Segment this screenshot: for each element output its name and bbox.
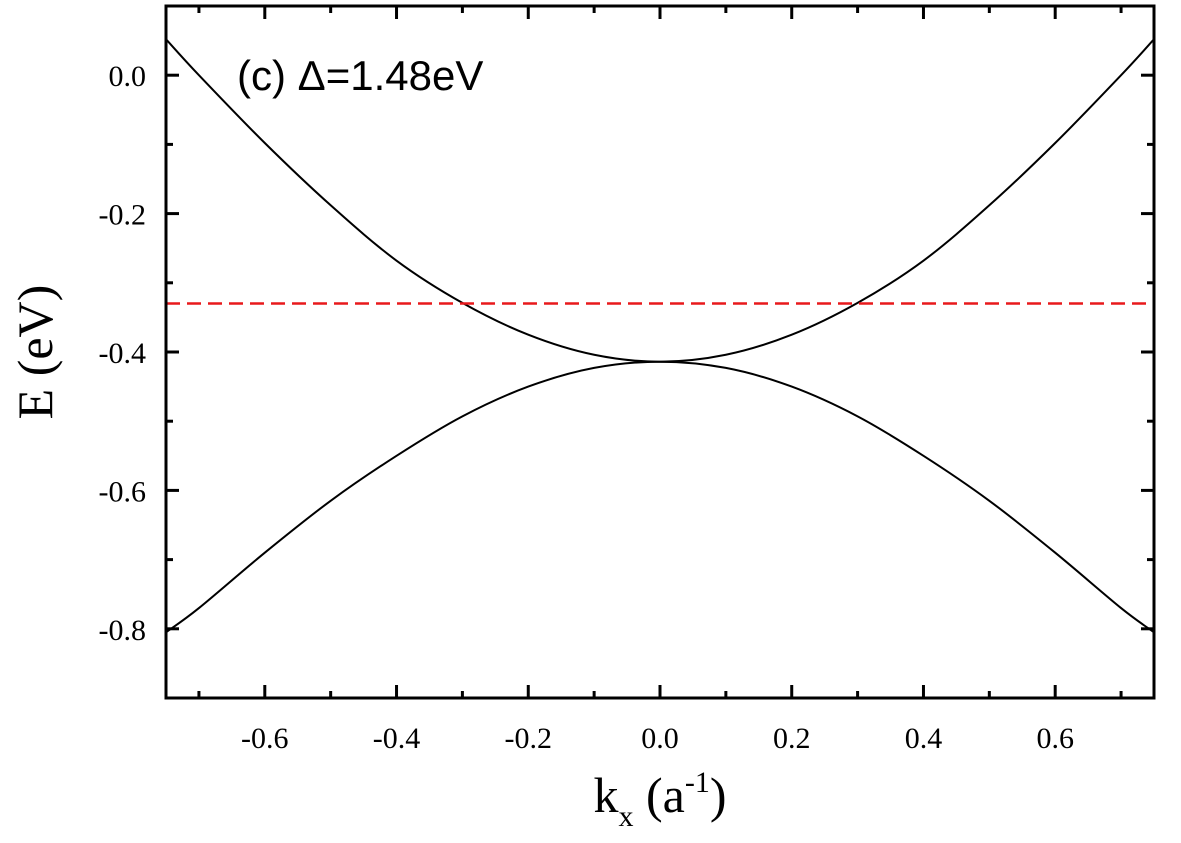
x-tick-label: 0.2 — [773, 722, 811, 755]
y-tick-label: -0.2 — [99, 199, 147, 232]
y-axis-title: E (eV) — [7, 285, 63, 420]
y-tick-label: -0.4 — [99, 337, 147, 370]
x-axis-title-superscript: -1 — [685, 766, 710, 799]
x-axis-title-unit-open: (a — [634, 767, 685, 823]
tick-layer: -0.6 -0.4 -0.2 0.0 0.2 0.4 0.6 0.0 -0.2 -0.4 -0.6 -… — [99, 4, 1154, 755]
series-layer — [165, 38, 1155, 634]
x-tick-label: -0.6 — [241, 722, 289, 755]
x-tick-label: 0.6 — [1036, 722, 1074, 755]
x-tick-label: -0.2 — [505, 722, 553, 755]
y-tick-label: 0.0 — [109, 60, 147, 93]
panel-annotation: (c) Δ=1.48eV — [237, 52, 483, 99]
x-axis-title-main: k — [594, 767, 619, 823]
x-axis-title-unit-close: ) — [710, 767, 727, 823]
x-tick-label: 0.0 — [641, 722, 679, 755]
plot-frame — [164, 4, 1156, 700]
y-tick-label: -0.8 — [99, 614, 147, 647]
x-tick-label: -0.4 — [373, 722, 421, 755]
x-axis-title: kx (a-1) — [594, 766, 727, 833]
x-tick-label: 0.4 — [905, 722, 943, 755]
y-tick-label: -0.6 — [99, 475, 147, 508]
x-axis-title-subscript: x — [619, 800, 634, 833]
series-line-2 — [165, 360, 1155, 634]
